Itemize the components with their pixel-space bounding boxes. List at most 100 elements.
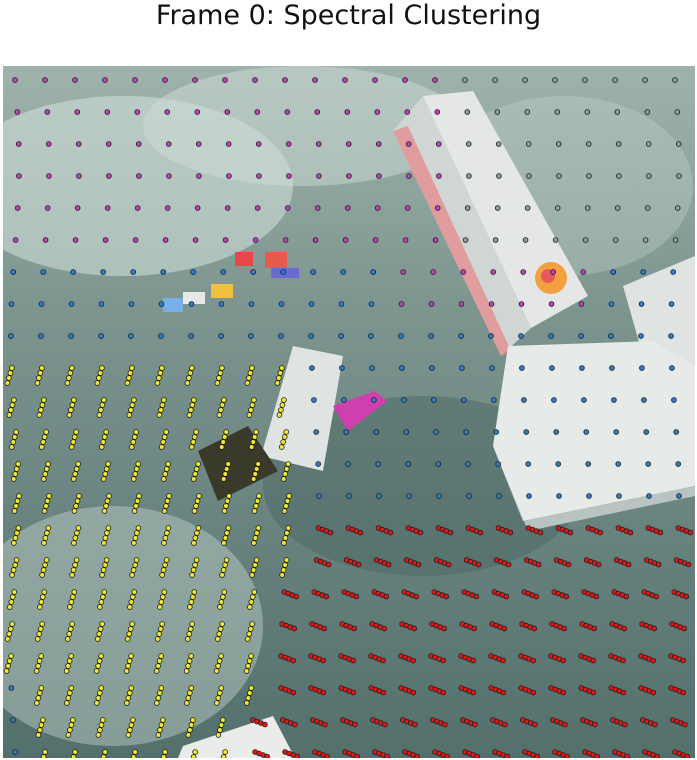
point-cluster-yellow (99, 572, 105, 578)
point-cluster-red (414, 753, 420, 758)
point-cluster-red (471, 625, 478, 632)
point-cluster-yellow (219, 572, 225, 578)
point-cluster-yellow (103, 466, 110, 472)
point-cluster-magenta (224, 205, 231, 211)
point-cluster-magenta (404, 205, 411, 211)
point-cluster-yellow (127, 370, 134, 376)
point-cluster-yellow (157, 626, 164, 632)
point-cluster-yellow (71, 397, 77, 403)
point-cluster-blue (519, 365, 525, 371)
point-cluster-red (592, 721, 598, 728)
point-cluster-yellow (7, 370, 14, 376)
point-cluster-yellow (216, 375, 222, 381)
point-cluster-yellow (10, 439, 16, 445)
point-cluster-yellow (15, 525, 22, 531)
point-cluster-yellow (3, 668, 10, 674)
point-cluster-red (380, 689, 387, 696)
point-cluster-gray (674, 205, 681, 211)
point-cluster-yellow (188, 685, 195, 691)
point-cluster-yellow (251, 540, 257, 546)
point-cluster-yellow (281, 397, 287, 403)
point-cluster-blue (488, 333, 494, 339)
point-cluster-magenta (135, 141, 142, 147)
point-cluster-yellow (135, 461, 142, 467)
point-cluster-magenta (104, 109, 111, 115)
point-cluster-blue (369, 365, 375, 371)
point-cluster-yellow (217, 626, 224, 632)
point-cluster-magenta (14, 205, 21, 211)
point-cluster-red (444, 753, 450, 758)
point-cluster-blue (220, 269, 227, 275)
point-cluster-magenta (282, 77, 288, 83)
point-cluster-yellow (93, 668, 100, 674)
point-cluster-yellow (220, 717, 226, 723)
point-cluster-yellow (222, 471, 229, 477)
point-cluster-yellow (221, 540, 227, 546)
point-cluster-yellow (284, 498, 291, 504)
point-cluster-yellow (222, 749, 228, 755)
point-cluster-yellow (164, 530, 170, 536)
point-cluster-yellow (66, 375, 72, 381)
point-cluster-yellow (125, 732, 132, 738)
point-cluster-red (532, 721, 538, 728)
point-cluster-blue (128, 301, 135, 307)
point-cluster-magenta (194, 109, 201, 115)
point-cluster-red (620, 657, 626, 664)
point-cluster-red (441, 625, 448, 632)
point-cluster-blue (68, 333, 74, 339)
point-cluster-red (622, 721, 628, 728)
point-cluster-yellow (99, 621, 105, 627)
point-cluster-red (652, 721, 658, 728)
point-cluster-yellow (63, 668, 70, 674)
point-cluster-gray (556, 173, 562, 179)
point-cluster-red (650, 657, 656, 664)
point-cluster-yellow (191, 397, 197, 403)
point-cluster-yellow (245, 695, 252, 701)
point-cluster-blue (10, 269, 16, 275)
point-cluster-blue (70, 269, 76, 275)
point-cluster-red (627, 529, 634, 536)
point-cluster-yellow (244, 380, 251, 386)
point-cluster-yellow (155, 732, 162, 738)
point-cluster-magenta (166, 173, 172, 179)
point-cluster-yellow (220, 594, 226, 600)
point-cluster-yellow (35, 663, 41, 669)
point-cluster-yellow (11, 540, 17, 546)
point-cluster-yellow (42, 749, 48, 755)
point-cluster-magenta (342, 237, 349, 243)
point-cluster-gray (646, 173, 652, 179)
point-cluster-yellow (73, 503, 79, 509)
point-cluster-yellow (191, 434, 198, 440)
point-cluster-blue (431, 397, 437, 403)
point-cluster-yellow (97, 604, 103, 610)
point-cluster-yellow (8, 407, 14, 413)
point-cluster-blue (495, 461, 502, 467)
point-cluster-yellow (9, 572, 15, 578)
point-cluster-blue (248, 301, 255, 307)
point-cluster-gray (612, 77, 618, 83)
point-cluster-gray (642, 77, 648, 83)
point-cluster-yellow (11, 508, 18, 514)
point-cluster-gray (585, 141, 592, 147)
point-cluster-yellow (157, 690, 163, 696)
point-cluster-yellow (216, 631, 223, 637)
point-cluster-yellow (129, 402, 136, 408)
point-cluster-yellow (68, 444, 75, 450)
point-cluster-blue (463, 429, 470, 435)
point-cluster-red (475, 561, 482, 568)
point-cluster-yellow (128, 599, 135, 605)
point-cluster-yellow (99, 365, 105, 371)
point-cluster-yellow (100, 567, 107, 573)
point-cluster-red (262, 721, 268, 728)
point-cluster-gray (676, 173, 682, 179)
point-cluster-yellow (129, 572, 135, 578)
point-cluster-yellow (97, 727, 103, 733)
point-cluster-yellow (40, 717, 46, 723)
point-cluster-yellow (215, 695, 222, 701)
point-cluster-blue (341, 397, 347, 403)
point-cluster-magenta (578, 301, 585, 307)
point-cluster-magenta (315, 141, 322, 147)
point-cluster-yellow (36, 412, 43, 418)
point-cluster-yellow (71, 508, 78, 514)
point-cluster-yellow (13, 466, 20, 472)
